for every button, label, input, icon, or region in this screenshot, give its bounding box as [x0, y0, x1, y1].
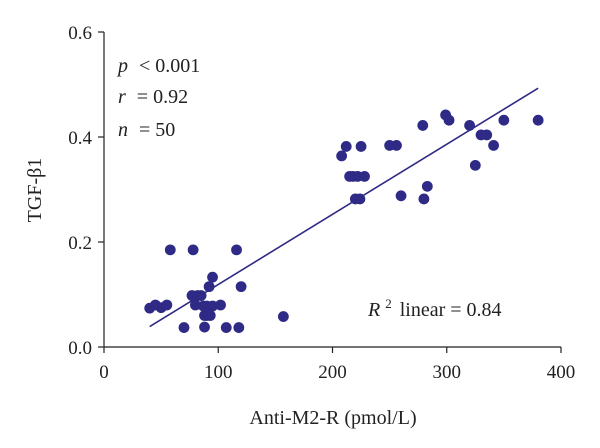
data-point: [488, 140, 499, 151]
data-point: [161, 299, 173, 311]
data-point: [190, 299, 201, 311]
data-point: [187, 244, 199, 256]
r-symbol: r: [118, 86, 126, 108]
r2-symbol: R: [367, 299, 380, 321]
data-point: [164, 244, 176, 256]
n-symbol: n: [118, 119, 128, 141]
r2-superscript: 2: [385, 296, 392, 311]
data-point: [178, 322, 190, 333]
data-point: [340, 141, 352, 152]
data-point: [336, 150, 348, 162]
data-point: [391, 140, 402, 151]
data-point: [469, 159, 481, 171]
y-tick-label: 0.6: [68, 23, 92, 44]
r2-value: linear = 0.84: [400, 299, 502, 321]
x-axis-label: Anti-M2-R (pmol/L): [249, 407, 416, 429]
data-point: [233, 322, 245, 333]
x-tick-label: 0: [99, 362, 109, 383]
data-point: [204, 310, 216, 321]
n-value-text: n = 50: [118, 119, 175, 141]
data-point: [199, 321, 210, 333]
data-point: [231, 244, 242, 256]
data-point: [207, 300, 218, 312]
r-value: = 0.92: [137, 86, 188, 108]
stats-annotation: p < 0.001 r = 0.92 n = 50 R 2 linear = 0…: [116, 55, 502, 321]
x-tick-label: 300: [433, 362, 462, 383]
y-tick-label: 0.0: [68, 338, 92, 359]
p-value-text: p < 0.001: [116, 55, 200, 77]
data-point: [203, 281, 215, 293]
r-squared-text: R 2 linear = 0.84: [367, 291, 502, 321]
data-points: [144, 109, 544, 333]
data-point: [443, 114, 455, 126]
r-value-text: r = 0.92: [118, 86, 188, 108]
data-point: [277, 311, 289, 322]
data-point: [498, 114, 510, 126]
data-point: [421, 180, 433, 192]
x-tick-label: 100: [204, 362, 233, 383]
n-value: = 50: [139, 119, 175, 141]
p-symbol: p: [116, 55, 128, 77]
data-point: [354, 193, 366, 205]
data-point: [532, 114, 544, 126]
y-ticks: 0.0 0.2 0.4 0.6: [68, 23, 104, 359]
data-point: [418, 193, 430, 205]
data-point: [464, 120, 475, 131]
data-point: [207, 271, 218, 283]
y-tick-label: 0.4: [68, 128, 92, 149]
data-point: [395, 190, 407, 202]
data-point: [220, 322, 232, 333]
x-tick-label: 400: [547, 362, 576, 383]
data-point: [355, 141, 367, 152]
y-tick-label: 0.2: [68, 233, 92, 254]
x-tick-label: 200: [318, 362, 347, 383]
y-axis-label: TGF-β1: [24, 158, 46, 223]
data-point: [417, 120, 429, 131]
p-value: < 0.001: [139, 55, 200, 77]
data-point: [195, 290, 207, 301]
data-point: [481, 129, 493, 141]
data-point: [235, 281, 247, 293]
data-point: [215, 299, 226, 311]
data-point: [359, 170, 370, 182]
x-ticks: 0 100 200 300 400: [99, 347, 575, 383]
